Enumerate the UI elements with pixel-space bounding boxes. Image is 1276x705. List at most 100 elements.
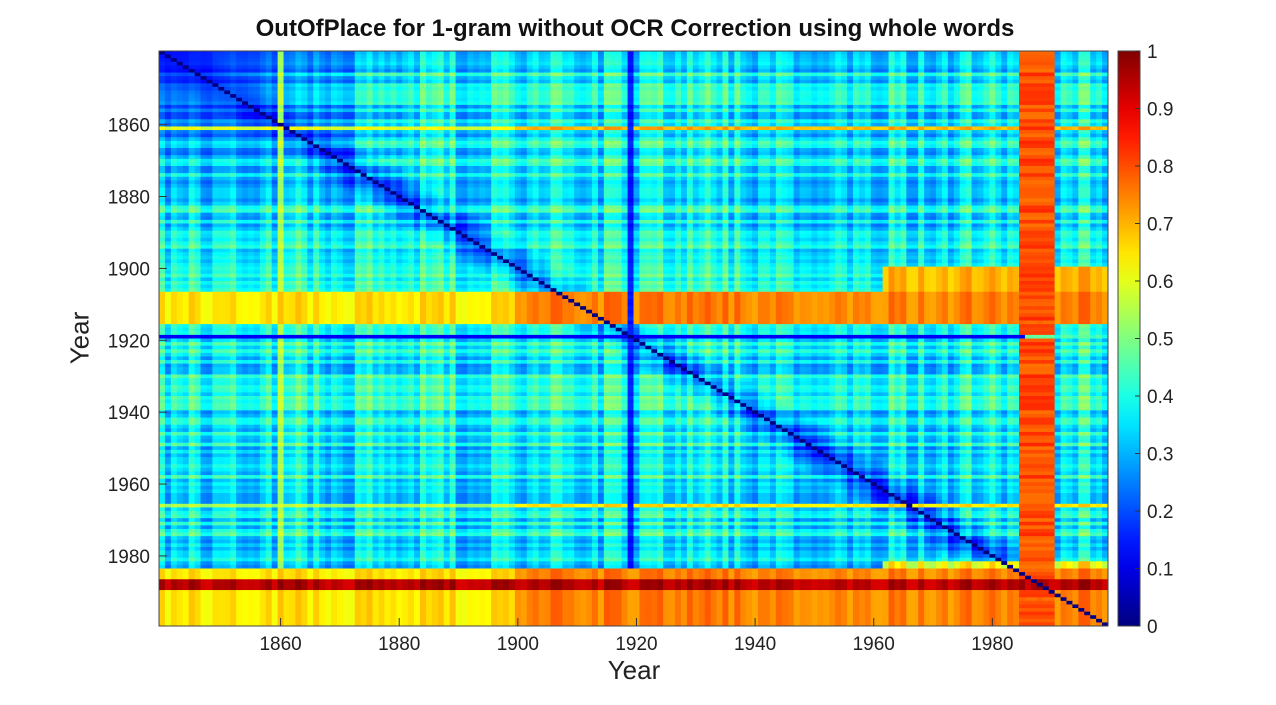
heatmap-cell [811, 58, 818, 63]
heatmap-cell [591, 151, 599, 156]
heatmap-cell [775, 86, 783, 92]
heatmap-cell [253, 54, 261, 59]
heatmap-cell [265, 162, 273, 167]
heatmap-cell [1096, 86, 1103, 92]
heatmap-cell [639, 144, 646, 149]
heatmap-cell [858, 119, 866, 124]
heatmap-cell [313, 101, 320, 106]
heatmap-cell [651, 72, 658, 77]
heatmap-cell [544, 151, 551, 156]
heatmap-cell [657, 79, 664, 84]
heatmap-cell [758, 140, 765, 145]
heatmap-cell [479, 51, 486, 56]
heatmap-cell [597, 108, 605, 113]
heatmap-cell [675, 68, 682, 74]
heatmap-cell [793, 104, 801, 109]
heatmap-cell [906, 158, 913, 163]
heatmap-cell [941, 58, 949, 63]
heatmap-cell [313, 137, 320, 142]
heatmap-cell [1013, 115, 1020, 120]
heatmap-cell [781, 61, 789, 66]
heatmap-cell [473, 119, 480, 124]
heatmap-cell [615, 126, 623, 131]
heatmap-cell [295, 51, 302, 56]
heatmap-cell [188, 155, 196, 160]
heatmap-cell [906, 65, 913, 70]
heatmap-cell [562, 90, 569, 95]
heatmap-cell [835, 151, 842, 156]
heatmap-cell [295, 61, 302, 66]
heatmap-cell [852, 54, 860, 59]
heatmap-cell [265, 112, 273, 117]
heatmap-cell [325, 122, 332, 127]
heatmap-cell [799, 97, 807, 102]
heatmap-cell [366, 90, 374, 95]
heatmap-cell [698, 144, 706, 149]
heatmap-cell [544, 97, 551, 102]
heatmap-cell [615, 144, 623, 149]
heatmap-cell [864, 158, 872, 163]
heatmap-cell [544, 68, 551, 74]
heatmap-cell [930, 158, 937, 163]
heatmap-cell [686, 76, 694, 81]
heatmap-cell [639, 61, 646, 66]
heatmap-cell [918, 130, 925, 135]
heatmap-cell [823, 140, 830, 145]
heatmap-cell [1030, 65, 1038, 70]
heatmap-cell [372, 155, 379, 160]
heatmap-cell [443, 54, 451, 59]
heatmap-cell [574, 151, 581, 156]
heatmap-cell [716, 133, 723, 138]
heatmap-cell [692, 79, 700, 84]
heatmap-cell [965, 137, 973, 142]
heatmap-cell [354, 68, 362, 74]
heatmap-cell [965, 126, 973, 131]
heatmap-cell [835, 126, 842, 131]
heatmap-cell [212, 151, 219, 156]
heatmap-cell [633, 86, 640, 92]
heatmap-cell [236, 137, 243, 142]
heatmap-cell [983, 112, 990, 117]
heatmap-cell [562, 140, 569, 145]
heatmap-cell [852, 76, 860, 81]
heatmap-cell [206, 115, 213, 120]
heatmap-cell [829, 108, 836, 113]
heatmap-cell [265, 61, 273, 66]
heatmap-cell [301, 130, 308, 135]
heatmap-cell [829, 126, 836, 131]
heatmap-cell [449, 126, 457, 131]
heatmap-cell [876, 130, 884, 135]
heatmap-cell [621, 72, 629, 77]
heatmap-cell [657, 61, 664, 66]
heatmap-cell [769, 65, 777, 70]
heatmap-cell [781, 79, 789, 84]
heatmap-cell [1078, 72, 1085, 77]
heatmap-cell [1007, 119, 1014, 124]
heatmap-cell [532, 86, 540, 92]
heatmap-cell [538, 101, 546, 106]
heatmap-cell [247, 133, 255, 138]
heatmap-cell [188, 54, 196, 59]
heatmap-cell [959, 155, 967, 160]
heatmap-cell [277, 148, 285, 153]
heatmap-cell [769, 72, 777, 77]
heatmap-cell [224, 76, 231, 81]
heatmap-cell [983, 76, 990, 81]
heatmap-cell [675, 65, 682, 70]
heatmap-cell [514, 76, 522, 81]
heatmap-cell [906, 144, 913, 149]
heatmap-cell [556, 108, 563, 113]
heatmap-cell [847, 115, 854, 120]
heatmap-cell [823, 137, 830, 142]
heatmap-cell [924, 76, 931, 81]
heatmap-cell [639, 108, 646, 113]
heatmap-cell [568, 155, 575, 160]
heatmap-cell [514, 65, 522, 70]
heatmap-cell [497, 68, 504, 74]
heatmap-cell [325, 94, 332, 99]
heatmap-cell [562, 133, 569, 138]
heatmap-cell [514, 115, 522, 120]
heatmap-cell [503, 72, 510, 77]
heatmap-cell [188, 68, 196, 74]
heatmap-cell [692, 140, 700, 145]
